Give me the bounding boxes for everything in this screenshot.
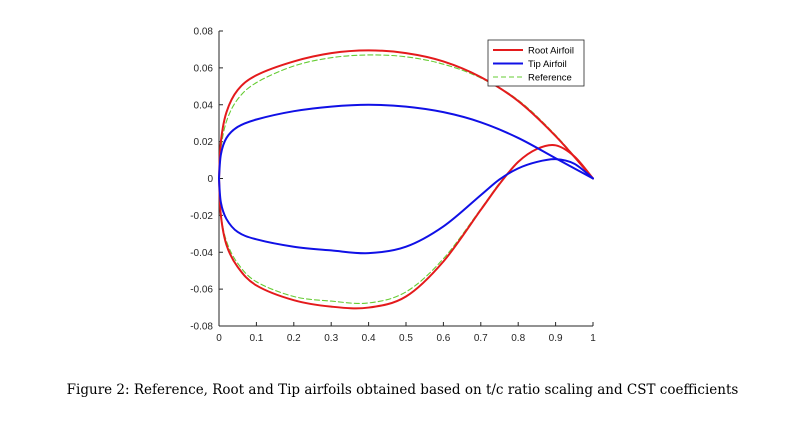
chart-legend: Root Airfoil Tip Airfoil Reference [487,39,585,87]
y-tick-label: 0.04 [194,100,214,111]
x-tick-label: 0.1 [249,333,263,344]
x-tick-label: 0.7 [474,333,488,344]
y-tick-label: -0.08 [190,322,213,333]
x-tick-label: 0.2 [287,333,301,344]
x-tick-label: 0 [216,333,222,344]
tip-airfoil-upper-surface [218,103,594,180]
y-tick-label: 0 [207,174,213,185]
reference-lower-surface [218,144,594,305]
y-tick-label: 0.08 [194,27,214,38]
x-tick-label: 0.3 [324,333,338,344]
y-tick-label: 0.02 [194,137,214,148]
root-airfoil-lower-surface [218,143,594,310]
legend-label-tip-airfoil: Tip Airfoil [528,59,567,70]
x-tick-label: 0.4 [362,333,376,344]
figure-caption: Figure 2: Reference, Root and Tip airfoi… [66,382,739,398]
y-tick-label: -0.04 [190,248,213,259]
tip-airfoil-lower-surface [218,158,594,255]
y-tick-label: 0.06 [194,63,214,74]
x-tick-label: 0.8 [511,333,525,344]
chart-axes: 0 0.1 0.2 0.3 0.4 0.5 0.6 0.7 0.8 0.9 1 0.08 0.06 0.0… [190,27,596,345]
x-tick-label: 0.5 [399,333,413,344]
x-tick-label: 1 [590,333,596,344]
y-tick-label: -0.06 [190,285,213,296]
root-airfoil-upper-surface [218,49,594,180]
y-tick-label: -0.02 [190,211,213,222]
x-tick-label: 0.6 [436,333,450,344]
airfoil-chart: 0 0.1 0.2 0.3 0.4 0.5 0.6 0.7 0.8 0.9 1 0.08 0.06 0.0… [190,27,596,345]
legend-label-reference: Reference [528,73,572,84]
legend-label-root-airfoil: Root Airfoil [528,46,574,57]
x-tick-label: 0.9 [549,333,563,344]
chart-curves [218,49,594,310]
